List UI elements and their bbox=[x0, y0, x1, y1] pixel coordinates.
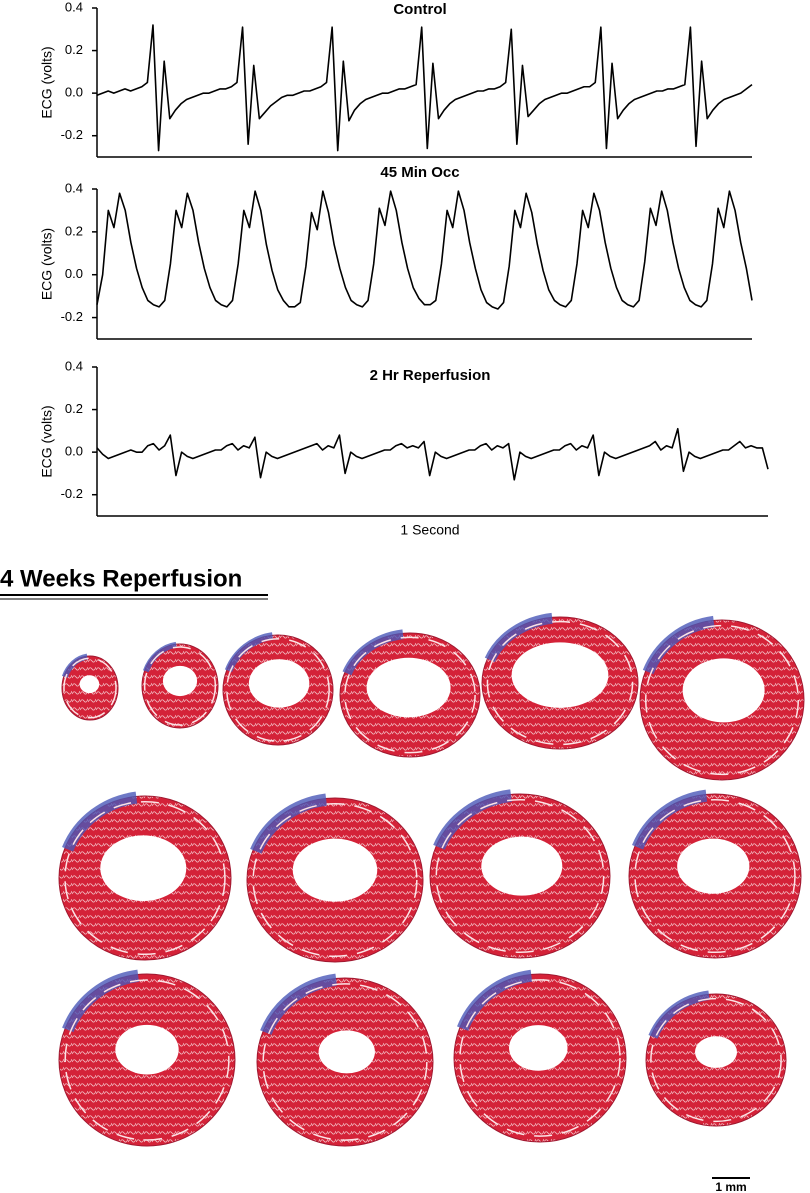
lumen bbox=[366, 657, 451, 718]
y-tick-label: -0.2 bbox=[61, 127, 83, 142]
lumen-edge bbox=[650, 997, 782, 1123]
lumen bbox=[248, 659, 310, 708]
lumen bbox=[481, 836, 563, 896]
lumen-edge bbox=[634, 798, 796, 954]
y-tick-label: 0.4 bbox=[65, 358, 83, 373]
lumen bbox=[79, 675, 100, 694]
fibrosis bbox=[142, 641, 177, 673]
y-tick-label: -0.2 bbox=[61, 486, 83, 501]
lumen-edge bbox=[64, 979, 230, 1141]
lumen bbox=[115, 1024, 179, 1075]
lumen-edge bbox=[226, 638, 330, 742]
y-tick-label: 0.0 bbox=[65, 444, 83, 459]
lumen-edge bbox=[262, 983, 428, 1141]
fibrosis bbox=[433, 789, 512, 850]
fibrosis bbox=[648, 990, 710, 1039]
lumen bbox=[511, 642, 609, 708]
fibrosis bbox=[632, 789, 708, 850]
ecg-trace bbox=[96, 190, 753, 310]
y-axis-label: ECG (volts) bbox=[39, 405, 55, 477]
lumen-edge bbox=[459, 979, 621, 1137]
lumen-edge bbox=[486, 620, 634, 746]
fibrosis bbox=[642, 615, 715, 675]
fibrosis bbox=[62, 969, 140, 1033]
y-tick-label: 0.4 bbox=[65, 180, 83, 195]
fibrosis bbox=[62, 791, 138, 852]
scale-bar-label: 1 mm bbox=[715, 1180, 746, 1193]
lumen bbox=[677, 838, 750, 894]
lumen-edge bbox=[143, 646, 217, 726]
lumen-edge bbox=[63, 657, 117, 719]
y-tick-label: 0.0 bbox=[65, 266, 83, 281]
y-tick-label: 0.4 bbox=[65, 0, 83, 14]
y-axis-label: ECG (volts) bbox=[39, 228, 55, 300]
ecg-trace bbox=[96, 24, 753, 152]
lumen bbox=[292, 838, 378, 902]
lumen bbox=[509, 1025, 568, 1071]
lumen-edge bbox=[252, 802, 418, 958]
x-axis-label: 1 Second bbox=[400, 522, 459, 538]
section-heading: 4 Weeks Reperfusion bbox=[0, 565, 242, 592]
fibrosis bbox=[224, 632, 274, 673]
lumen bbox=[318, 1030, 375, 1074]
lumen bbox=[682, 658, 765, 723]
lumen-edge bbox=[644, 624, 800, 776]
lumen-edge bbox=[435, 798, 605, 954]
y-tick-label: 0.2 bbox=[65, 223, 83, 238]
y-tick-label: -0.2 bbox=[61, 309, 83, 324]
lumen bbox=[162, 665, 198, 697]
fibrosis bbox=[250, 793, 328, 854]
fibrosis bbox=[457, 969, 533, 1031]
histology-sections bbox=[58, 612, 805, 1147]
fibrosis bbox=[342, 629, 404, 676]
lumen bbox=[695, 1036, 737, 1068]
fibrosis bbox=[61, 653, 88, 678]
lumen-edge bbox=[344, 636, 476, 754]
chart-title: 45 Min Occ bbox=[380, 164, 459, 181]
fibrosis bbox=[484, 612, 553, 663]
lumen-edge bbox=[64, 800, 226, 956]
fibrosis bbox=[260, 973, 338, 1036]
y-axis-label: ECG (volts) bbox=[39, 46, 55, 118]
lumen bbox=[100, 835, 187, 901]
y-tick-label: 0.2 bbox=[65, 42, 83, 57]
chart-title: 2 Hr Reperfusion bbox=[370, 367, 491, 384]
chart-title: Control bbox=[393, 1, 446, 18]
ecg-trace bbox=[96, 427, 769, 481]
y-tick-label: 0.2 bbox=[65, 401, 83, 416]
y-tick-label: 0.0 bbox=[65, 85, 83, 100]
